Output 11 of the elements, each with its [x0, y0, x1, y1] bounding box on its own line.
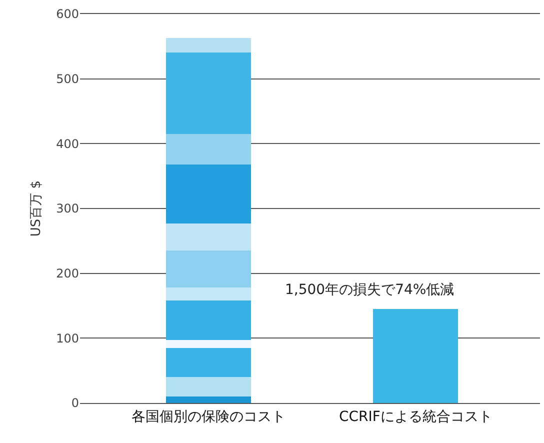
y-tick-label: 300 — [56, 202, 79, 216]
annotation: 1,500年の損失で74%低減 — [285, 282, 454, 298]
y-tick-label: 600 — [56, 7, 79, 22]
y-tick-label: 0 — [71, 396, 79, 410]
y-tick-label: 100 — [56, 331, 79, 346]
y-tick-label: 200 — [56, 266, 79, 281]
y-tick-label: 500 — [56, 72, 79, 86]
y-tick-label: 400 — [56, 136, 79, 151]
x-tick-label: CCRIFによる統合コスト — [338, 408, 492, 425]
x-tick-label: 各国個別の保険のコスト — [131, 408, 286, 425]
y-axis-title: US百万 $ — [29, 180, 44, 237]
